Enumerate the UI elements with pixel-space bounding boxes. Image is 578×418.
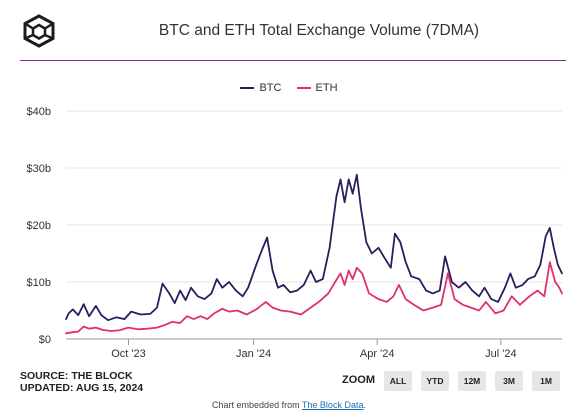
y-tick-label: $30b xyxy=(27,163,51,175)
series-line-eth xyxy=(65,261,563,335)
zoom-ytd-button[interactable]: YTD xyxy=(421,371,449,391)
embed-footer: Chart embedded from The Block Data. xyxy=(0,400,578,410)
x-tick-label: Apr '24 xyxy=(360,348,395,360)
chart-title: BTC and ETH Total Exchange Volume (7DMA) xyxy=(158,22,480,39)
y-tick-label: $40b xyxy=(27,106,51,118)
the-block-logo-icon xyxy=(23,14,55,48)
legend-label-eth: ETH xyxy=(315,82,338,94)
y-tick-label: $10b xyxy=(27,277,51,289)
legend-swatch-btc xyxy=(240,87,255,89)
legend-label-btc: BTC xyxy=(259,82,282,94)
zoom-all-button[interactable]: ALL xyxy=(384,371,412,391)
chart-legend: BTC ETH xyxy=(0,80,578,94)
source-note: SOURCE: THE BLOCK UPDATED: AUG 15, 2024 xyxy=(20,370,143,394)
zoom-12m-button[interactable]: 12M xyxy=(458,371,486,391)
footer-suffix: . xyxy=(363,400,366,410)
legend-item-eth[interactable]: ETH xyxy=(296,82,338,94)
the-block-data-link[interactable]: The Block Data xyxy=(301,400,364,410)
series-line-btc xyxy=(65,173,563,322)
zoom-3m-button[interactable]: 3M xyxy=(495,371,523,391)
footer-prefix: Chart embedded from xyxy=(212,400,302,410)
zoom-label: ZOOM xyxy=(342,374,375,386)
x-tick-label: Jan '24 xyxy=(236,348,271,360)
updated-line: UPDATED: AUG 15, 2024 xyxy=(20,382,144,394)
source-line: SOURCE: THE BLOCK xyxy=(20,370,133,382)
y-tick-label: $0 xyxy=(39,334,51,346)
y-tick-label: $20b xyxy=(27,220,51,232)
x-tick-label: Oct '23 xyxy=(111,348,146,360)
legend-item-btc[interactable]: BTC xyxy=(240,82,281,94)
x-tick-label: Jul '24 xyxy=(485,348,516,360)
zoom-1m-button[interactable]: 1M xyxy=(532,371,560,391)
header-divider xyxy=(20,60,566,61)
legend-swatch-eth xyxy=(296,87,311,89)
